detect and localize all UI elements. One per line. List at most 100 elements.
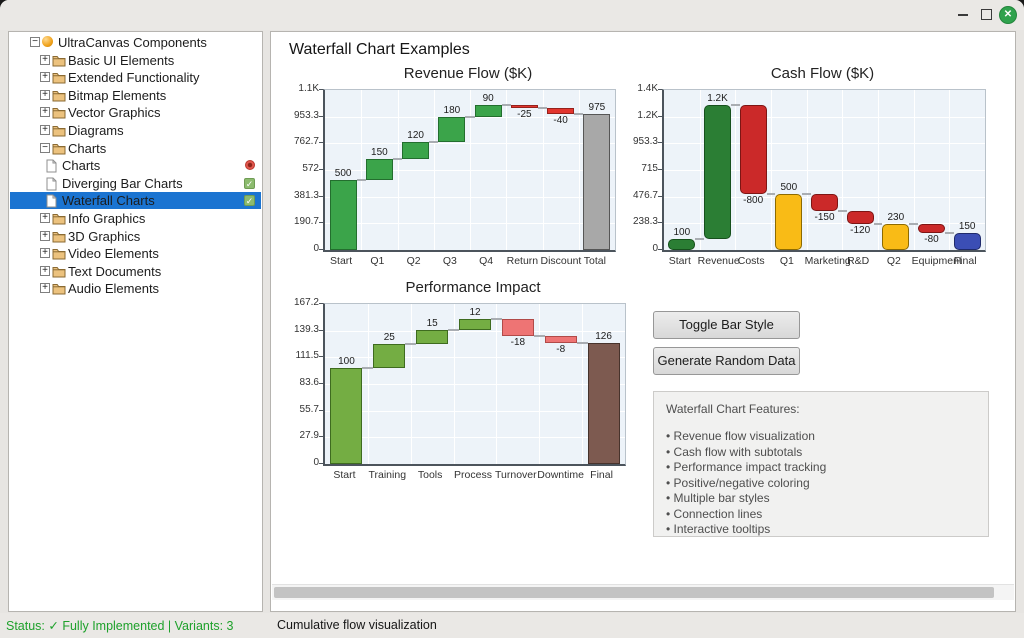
waterfall-bar-costs[interactable]: [740, 105, 767, 195]
bar-value-label: -150: [801, 212, 849, 223]
bar-value-label: 120: [392, 130, 440, 141]
expand-icon[interactable]: +: [40, 266, 50, 276]
expand-icon[interactable]: +: [40, 55, 50, 65]
y-axis-tick-label: 762.7: [289, 136, 319, 147]
gridline: [807, 90, 808, 250]
x-axis-label: Q4: [468, 255, 504, 267]
sidebar-item-label: Vector Graphics: [68, 105, 161, 121]
waterfall-bar-q4[interactable]: [475, 105, 502, 118]
sidebar-item-vector-graphics[interactable]: + Vector Graphics: [10, 104, 261, 121]
sidebar-item-ultracanvas-components[interactable]: −UltraCanvas Components: [10, 34, 261, 51]
folder-icon: [52, 106, 66, 119]
y-axis-tick-mark: [319, 410, 323, 411]
features-panel: Waterfall Chart Features: • Revenue flow…: [653, 391, 989, 537]
sidebar-item-extended-functionality[interactable]: + Extended Functionality: [10, 69, 261, 86]
waterfall-bar-final[interactable]: [954, 233, 981, 250]
chart-plot-area: 100251512-18-8126: [323, 303, 626, 466]
waterfall-bar-q2[interactable]: [402, 142, 429, 159]
scrollbar-thumb[interactable]: [274, 587, 994, 598]
y-axis-tick-mark: [319, 116, 323, 117]
waterfall-bar-total[interactable]: [583, 114, 610, 250]
expand-icon[interactable]: +: [40, 107, 50, 117]
feature-item: • Interactive tooltips: [666, 522, 976, 538]
waterfall-bar-q3[interactable]: [438, 117, 465, 142]
minimize-icon[interactable]: [958, 14, 968, 16]
gridline: [325, 411, 625, 412]
y-axis-tick-mark: [319, 356, 323, 357]
y-axis-tick-mark: [658, 169, 662, 170]
sidebar-item-label: Extended Functionality: [68, 70, 200, 86]
horizontal-scrollbar[interactable]: [272, 584, 1014, 600]
expand-icon[interactable]: +: [40, 213, 50, 223]
x-axis-label: Downtime: [537, 469, 580, 481]
expand-icon[interactable]: +: [40, 231, 50, 241]
sidebar-item-diagrams[interactable]: +Diagrams: [10, 122, 261, 139]
sidebar-item-charts[interactable]: Charts: [10, 157, 261, 174]
expand-icon[interactable]: +: [40, 90, 50, 100]
waterfall-bar-q1[interactable]: [775, 194, 802, 250]
sidebar-item-basic-ui-elements[interactable]: +Basic UI Elements: [10, 52, 261, 69]
waterfall-bar-tools[interactable]: [416, 330, 448, 344]
x-axis-label: Q2: [396, 255, 432, 267]
collapse-icon[interactable]: −: [30, 37, 40, 47]
waterfall-bar-return[interactable]: [511, 105, 538, 108]
expand-icon[interactable]: +: [40, 72, 50, 82]
sidebar-item-audio-elements[interactable]: +Audio Elements: [10, 280, 261, 297]
waterfall-bar-start[interactable]: [330, 180, 357, 250]
features-list: • Revenue flow visualization• Cash flow …: [666, 429, 976, 538]
waterfall-bar-process[interactable]: [459, 319, 491, 330]
connector-line: [362, 367, 373, 369]
sidebar-item-3d-graphics[interactable]: +3D Graphics: [10, 228, 261, 245]
maximize-icon[interactable]: [981, 9, 992, 20]
gridline: [914, 90, 915, 250]
x-axis-label: Equipment: [912, 255, 948, 267]
waterfall-bar-revenue[interactable]: [704, 105, 731, 239]
sidebar-item-text-documents[interactable]: +Text Documents: [10, 263, 261, 280]
feature-item: • Connection lines: [666, 507, 976, 523]
gridline: [539, 304, 540, 464]
generate-random-data-button[interactable]: Generate Random Data: [653, 347, 800, 375]
y-axis-tick-mark: [319, 249, 323, 250]
waterfall-bar-start[interactable]: [668, 239, 695, 250]
sidebar-item-info-graphics[interactable]: +Info Graphics: [10, 210, 261, 227]
features-title: Waterfall Chart Features:: [666, 402, 976, 416]
bar-value-label: 12: [451, 307, 499, 318]
expand-icon[interactable]: +: [40, 125, 50, 135]
y-axis-tick-label: 476.7: [628, 190, 658, 201]
collapse-icon[interactable]: −: [40, 143, 50, 153]
x-axis-label: Start: [323, 255, 359, 267]
waterfall-bar-turnover[interactable]: [502, 319, 534, 336]
chart-x-axis-labels: StartQ1Q2Q3Q4ReturnDiscountTotal: [323, 255, 613, 269]
sidebar-item-charts[interactable]: −Charts: [10, 140, 261, 157]
folder-icon: [52, 89, 66, 102]
waterfall-bar-q1[interactable]: [366, 159, 393, 180]
gridline: [582, 304, 583, 464]
title-bar: [0, 0, 1024, 30]
waterfall-bar-downtime[interactable]: [545, 336, 577, 344]
waterfall-bar-start[interactable]: [330, 368, 362, 464]
waterfall-bar-equipment[interactable]: [918, 224, 945, 233]
expand-icon[interactable]: +: [40, 248, 50, 258]
toggle-bar-style-button[interactable]: Toggle Bar Style: [653, 311, 800, 339]
y-axis-tick-label: 953.3: [628, 136, 658, 147]
y-axis-tick-label: 381.3: [289, 190, 319, 201]
waterfall-bar-q2[interactable]: [882, 224, 909, 250]
sidebar-item-diverging-bar-charts[interactable]: Diverging Bar Charts✓: [10, 175, 261, 192]
folder-icon: [52, 282, 66, 295]
waterfall-bar-marketing[interactable]: [811, 194, 838, 211]
connector-line: [393, 158, 402, 160]
close-icon[interactable]: [999, 6, 1017, 24]
expand-icon[interactable]: +: [40, 283, 50, 293]
folder-icon: [52, 265, 66, 278]
connector-line: [695, 238, 704, 240]
sidebar-item-video-elements[interactable]: +Video Elements: [10, 245, 261, 262]
sidebar-item-bitmap-elements[interactable]: +Bitmap Elements: [10, 87, 261, 104]
y-axis-tick-mark: [658, 222, 662, 223]
sidebar-item-waterfall-charts[interactable]: Waterfall Charts✓: [10, 192, 261, 209]
waterfall-bar-final[interactable]: [588, 343, 620, 464]
connector-line: [874, 223, 883, 225]
waterfall-bar-training[interactable]: [373, 344, 405, 368]
gridline: [735, 90, 736, 250]
waterfall-bar-r-d[interactable]: [847, 211, 874, 224]
waterfall-bar-discount[interactable]: [547, 108, 574, 114]
